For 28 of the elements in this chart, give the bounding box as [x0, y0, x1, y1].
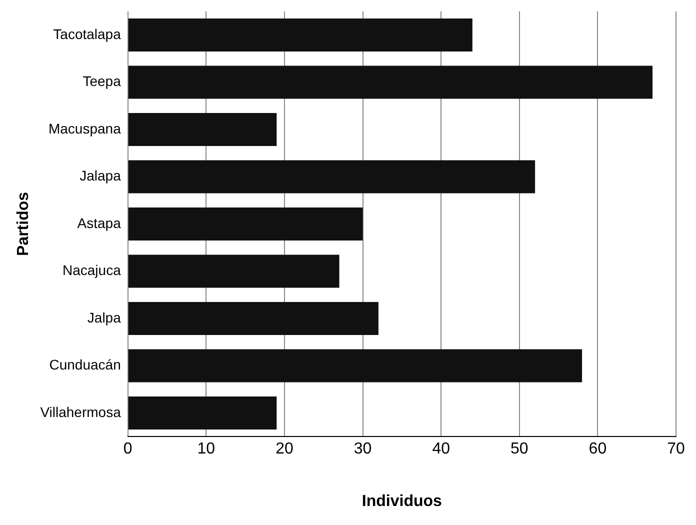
bar: [128, 254, 340, 288]
y-tick-label: Teepa: [82, 73, 122, 90]
x-tick-label: 50: [510, 440, 528, 458]
x-tick-label: 40: [432, 440, 450, 458]
bar: [128, 396, 277, 430]
bar: [128, 66, 653, 99]
x-tick-label: 0: [123, 440, 132, 458]
bar: [128, 160, 536, 194]
bar: [128, 112, 277, 146]
bar: [128, 207, 363, 241]
x-tick-label: 60: [588, 440, 607, 458]
x-tick-label: 30: [354, 440, 372, 458]
bar: [128, 302, 378, 336]
y-tick-label: Cunduacán: [49, 356, 121, 373]
y-tick-label: Nacajuca: [62, 262, 122, 278]
x-axis-title: Individuos: [362, 492, 442, 510]
bar: [128, 18, 472, 52]
bar: [128, 349, 582, 382]
y-tick-label: Macuspana: [48, 120, 122, 136]
y-tick-label: Astapa: [77, 214, 122, 231]
y-tick-label: Villahermosa: [40, 404, 122, 420]
y-tick-label: Tacotalapa: [53, 26, 122, 42]
y-tick-label: Jalpa: [87, 309, 122, 326]
y-tick-label: Jalapa: [80, 168, 122, 184]
x-tick-label: 20: [276, 440, 294, 458]
y-axis-title: Partidos: [15, 192, 32, 256]
x-tick-label: 10: [197, 440, 216, 458]
x-tick-label: 70: [667, 440, 685, 458]
